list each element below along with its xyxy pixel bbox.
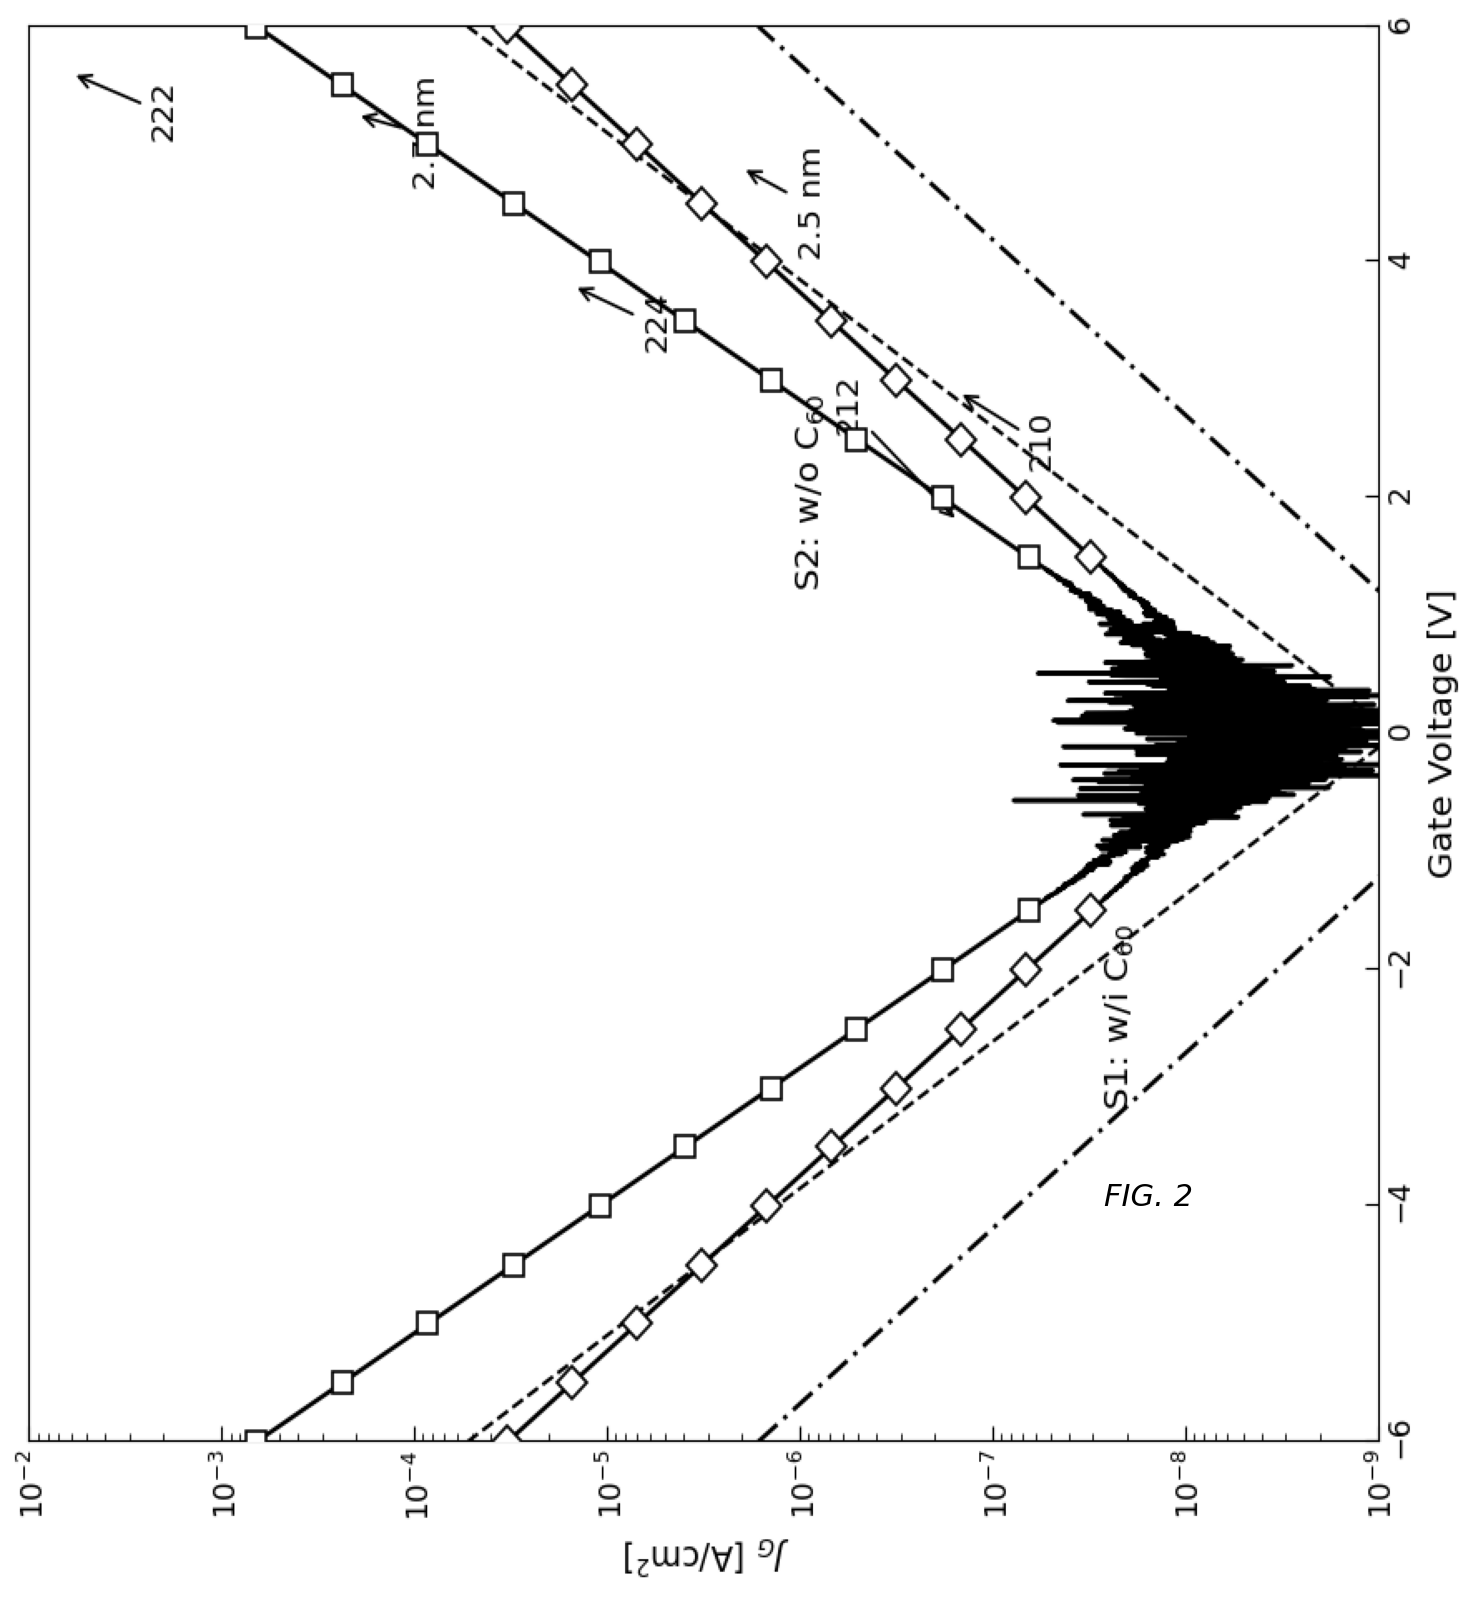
Text: FIG. 2: FIG. 2 <box>1105 1183 1193 1212</box>
